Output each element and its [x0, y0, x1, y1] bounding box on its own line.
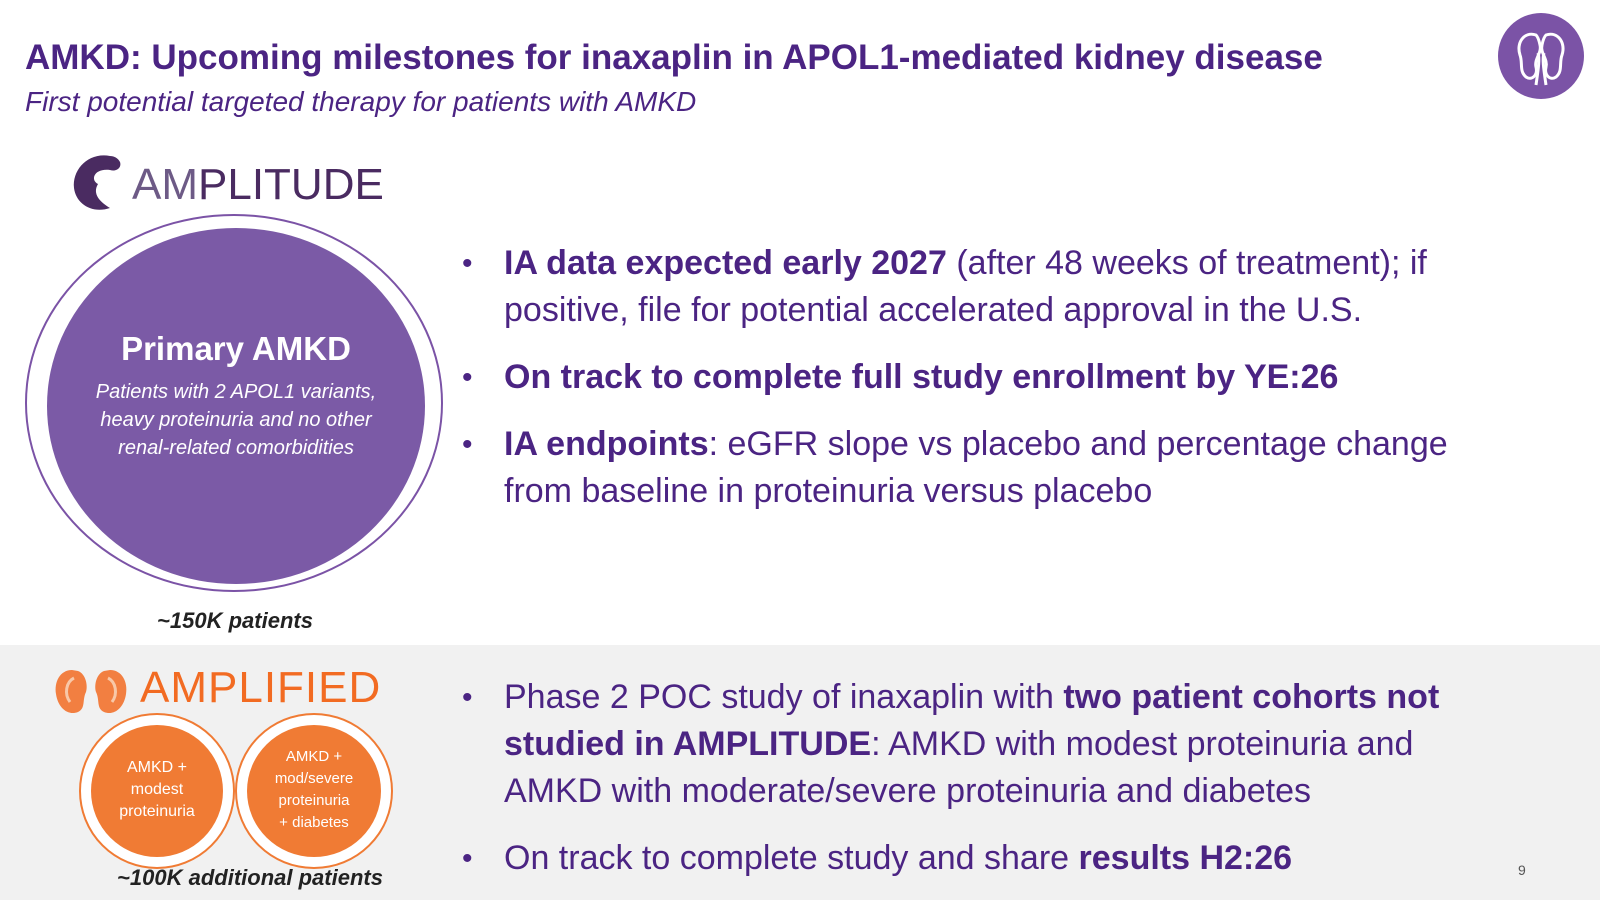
amplified-logo: AMPLIFIED — [52, 662, 422, 722]
bullet-item: IA endpoints: eGFR slope vs placebo and … — [462, 421, 1492, 515]
cohort-1-disc — [91, 725, 223, 857]
amplified-patient-count: ~100K additional patients — [117, 865, 383, 890]
cohort-1-label: AMKD + modest proteinuria — [119, 759, 195, 820]
amplified-kidneys-icon — [55, 670, 127, 714]
primary-amkd-description: Patients with 2 APOL1 variants, heavy pr… — [95, 381, 377, 459]
amplitude-bullet-list: IA data expected early 2027 (after 48 we… — [462, 240, 1492, 535]
amplified-bullet-list: Phase 2 POC study of inaxaplin with two … — [462, 674, 1492, 902]
slide-title: AMKD: Upcoming milestones for inaxaplin … — [25, 38, 1323, 77]
primary-amkd-heading: Primary AMKD — [121, 330, 351, 367]
amplitude-wordmark: AMPLITUDE — [132, 160, 384, 209]
slide-subtitle: First potential targeted therapy for pat… — [25, 86, 697, 117]
bullet-item: IA data expected early 2027 (after 48 we… — [462, 240, 1492, 334]
cohort-2-label: AMKD + mod/severe proteinuria + diabetes — [274, 748, 354, 831]
amplitude-outer-ring — [25, 214, 443, 592]
bullet-item: Phase 2 POC study of inaxaplin with two … — [462, 674, 1492, 815]
primary-amkd-disc — [47, 228, 425, 584]
bullet-item: On track to complete study and share res… — [462, 835, 1492, 882]
page-number: 9 — [1518, 862, 1526, 878]
amplitude-patient-count: ~150K patients — [157, 608, 313, 633]
amplified-wordmark: AMPLIFIED — [140, 663, 382, 712]
amplitude-logo: AMPLITUDE — [70, 150, 400, 220]
amplitude-kidney-icon — [73, 155, 121, 210]
kidney-logo-icon — [1498, 13, 1584, 99]
bullet-item: On track to complete full study enrollme… — [462, 354, 1492, 401]
cohort-2-disc — [247, 725, 381, 857]
